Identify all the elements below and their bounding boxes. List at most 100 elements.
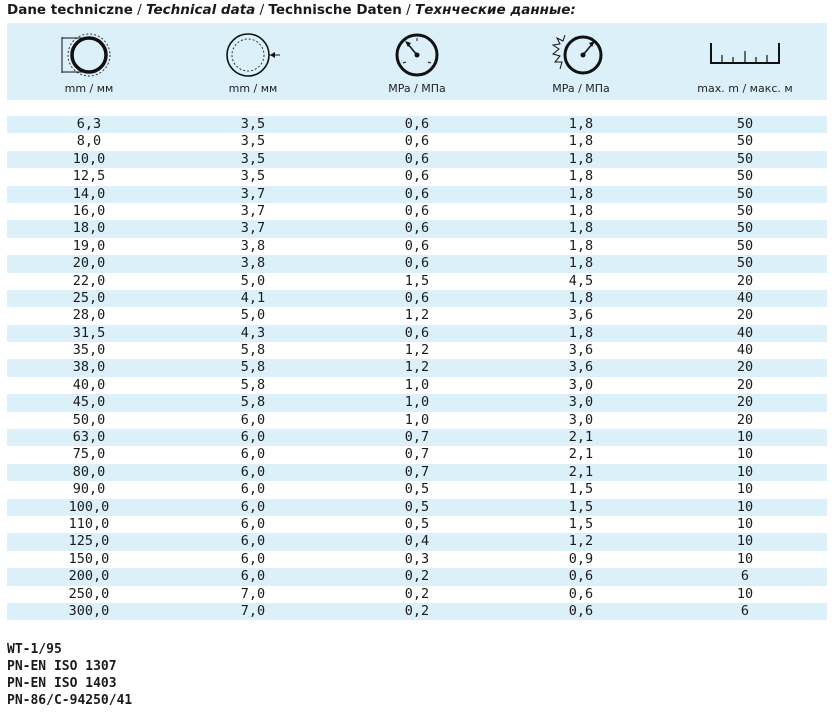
table-cell: 1,0 [404, 376, 430, 393]
table-cell: 0,4 [404, 533, 430, 550]
table-cell: 20 [736, 411, 754, 428]
table-cell: 0,6 [404, 237, 430, 254]
table-cell: 12,5 [72, 168, 106, 185]
table-cell: 50 [736, 133, 754, 150]
table-cell: 1,5 [568, 481, 594, 498]
table-cell: 2,1 [568, 446, 594, 463]
table-cell: 1,8 [568, 133, 594, 150]
table-row: 8,0 3,5 0,6 1,8 50 [7, 133, 827, 151]
table-cell: 0,2 [404, 585, 430, 602]
table-row: 300,0 7,0 0,2 0,6 6 [7, 602, 827, 621]
table-cell: 4,5 [568, 272, 594, 289]
table-row: 100,0 6,0 0,5 1,5 10 [7, 498, 827, 516]
table-cell: 0,2 [404, 602, 430, 619]
table-cell: 1,2 [404, 307, 430, 324]
table-cell: 45,0 [72, 394, 106, 411]
table-cell: 5,0 [240, 307, 266, 324]
table-cell: 20 [736, 307, 754, 324]
table-cell: 0,5 [404, 481, 430, 498]
table-cell: 1,8 [568, 237, 594, 254]
header-col-inner-diameter: mm / мм [7, 23, 171, 100]
table-cell: 3,8 [240, 255, 266, 272]
title-separator: / [132, 2, 147, 18]
table-cell: 5,8 [240, 342, 266, 359]
header-unit: max. m / макс. м [697, 82, 793, 95]
table-cell: 2,1 [568, 463, 594, 480]
table-cell: 50 [736, 255, 754, 272]
table-cell: 7,0 [240, 602, 266, 619]
table-cell: 6,0 [240, 463, 266, 480]
table-cell: 6,0 [240, 446, 266, 463]
table-cell: 1,0 [404, 411, 430, 428]
table-cell: 1,2 [568, 533, 594, 550]
table-cell: 1,8 [568, 185, 594, 202]
table-cell: 1,8 [568, 168, 594, 185]
table-cell: 3,5 [240, 168, 266, 185]
table-cell: 22,0 [72, 272, 106, 289]
table-cell: 0,6 [568, 602, 594, 619]
table-cell: 10 [736, 550, 754, 567]
table-cell: 8,0 [76, 133, 102, 150]
table-cell: 3,6 [568, 359, 594, 376]
table-cell: 1,8 [568, 202, 594, 219]
table-cell: 20 [736, 376, 754, 393]
table-row: 28,0 5,0 1,2 3,6 20 [7, 307, 827, 325]
table-cell: 25,0 [72, 289, 106, 306]
table-row: 80,0 6,0 0,7 2,1 10 [7, 463, 827, 482]
table-cell: 10 [736, 515, 754, 532]
table-cell: 0,6 [404, 116, 430, 132]
table-cell: 0,6 [404, 133, 430, 150]
data-table: 6,3 3,5 0,6 1,8 50 8,0 3,5 0,6 1,8 50 10,0 3,5 0,6 1,… [7, 116, 827, 621]
table-cell: 0,5 [404, 515, 430, 532]
table-cell: 1,8 [568, 324, 594, 341]
header-col-max-length: max. m / макс. м [663, 23, 827, 100]
table-cell: 1,8 [568, 220, 594, 237]
table-cell: 6 [740, 568, 750, 585]
table-cell: 40,0 [72, 376, 106, 393]
table-cell: 3,7 [240, 202, 266, 219]
table-cell: 0,7 [404, 446, 430, 463]
table-cell: 110,0 [68, 515, 110, 532]
pressure-gauge-icon [395, 33, 439, 77]
title-en: Technical data [146, 2, 256, 18]
table-cell: 0,6 [404, 220, 430, 237]
table-cell: 5,8 [240, 359, 266, 376]
table-cell: 10 [736, 463, 754, 480]
table-cell: 0,6 [404, 324, 430, 341]
table-row: 16,0 3,7 0,6 1,8 50 [7, 202, 827, 221]
table-cell: 90,0 [72, 481, 106, 498]
table-cell: 3,5 [240, 133, 266, 150]
table-cell: 1,0 [404, 394, 430, 411]
standards-list: WT-1/95 PN-EN ISO 1307 PN-EN ISO 1403 PN… [7, 641, 132, 709]
standard-item: PN-EN ISO 1307 [7, 659, 117, 674]
table-row: 90,0 6,0 0,5 1,5 10 [7, 481, 827, 499]
table-cell: 4,3 [240, 324, 266, 341]
table-row: 6,3 3,5 0,6 1,8 50 [7, 116, 827, 134]
table-row: 63,0 6,0 0,7 2,1 10 [7, 429, 827, 447]
table-cell: 1,8 [568, 150, 594, 167]
table-row: 10,0 3,5 0,6 1,8 50 [7, 150, 827, 169]
table-cell: 1,8 [568, 255, 594, 272]
title-separator: / [401, 2, 416, 18]
table-cell: 3,6 [568, 307, 594, 324]
table-cell: 6,0 [240, 481, 266, 498]
header-unit: mm / мм [64, 82, 114, 95]
header-unit: MPa / МПа [552, 82, 610, 95]
table-cell: 38,0 [72, 359, 106, 376]
table-cell: 7,0 [240, 585, 266, 602]
title-ru: Технческие данные: [415, 2, 576, 18]
header-col-burst-pressure: MPa / МПа [499, 23, 663, 100]
table-cell: 80,0 [72, 463, 106, 480]
table-cell: 0,6 [568, 585, 594, 602]
table-cell: 6,0 [240, 533, 266, 550]
table-cell: 20 [736, 359, 754, 376]
table-row: 12,5 3,5 0,6 1,8 50 [7, 168, 827, 186]
table-row: 75,0 6,0 0,7 2,1 10 [7, 446, 827, 464]
table-cell: 5,0 [240, 272, 266, 289]
title-separator: / [255, 2, 269, 18]
table-row: 50,0 6,0 1,0 3,0 20 [7, 411, 827, 430]
standard-item: WT-1/95 [7, 642, 62, 657]
burst-pressure-gauge-icon [551, 34, 603, 75]
table-cell: 3,0 [568, 394, 594, 411]
standard-item: PN-86/C-94250/41 [7, 693, 133, 708]
